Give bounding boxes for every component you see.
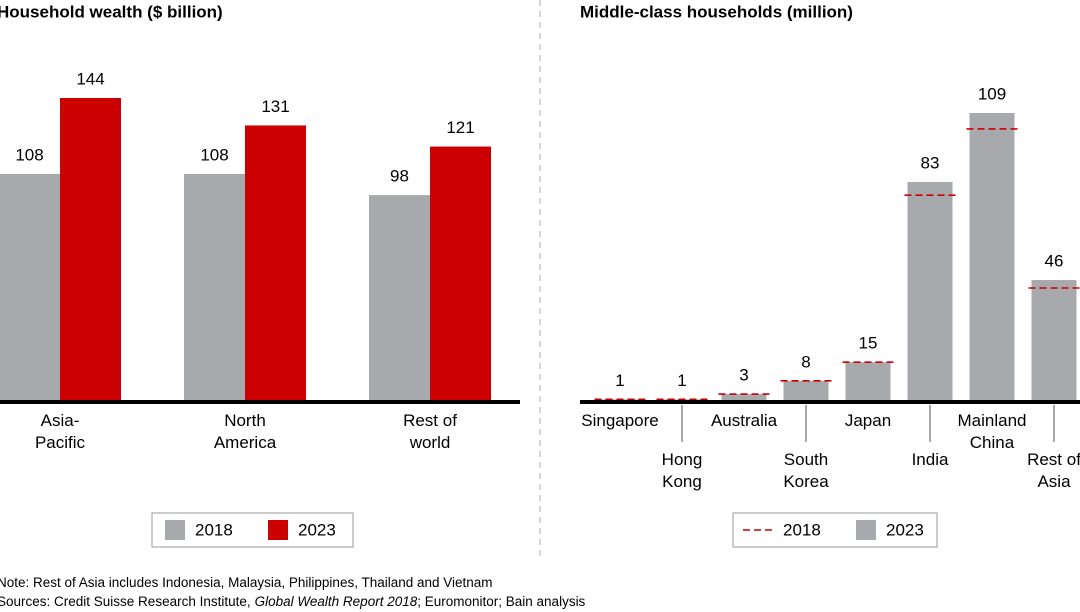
x-tick-label-text: India bbox=[911, 450, 949, 469]
value-label: 46 bbox=[1045, 252, 1064, 271]
sources: Sources: Credit Suisse Research Institut… bbox=[0, 594, 585, 609]
x-tick-label: Asia-Pacific bbox=[28, 410, 92, 454]
bar bbox=[184, 174, 245, 402]
bar bbox=[60, 98, 121, 402]
value-label: 121 bbox=[446, 118, 474, 137]
bar bbox=[721, 394, 767, 402]
legend-swatch bbox=[856, 520, 876, 540]
value-label: 131 bbox=[261, 97, 289, 116]
legend-label: 2023 bbox=[886, 520, 924, 539]
sources-text: ; Euromonitor; Bain analysis bbox=[417, 594, 586, 609]
chart-title: Middle-class households (million) bbox=[580, 2, 853, 21]
bar bbox=[245, 125, 306, 402]
value-label: 83 bbox=[921, 153, 940, 172]
note: Note: Rest of Asia includes Indonesia, M… bbox=[0, 575, 493, 590]
value-label: 109 bbox=[978, 84, 1006, 103]
x-tick-label: North America bbox=[213, 410, 277, 454]
legend-box bbox=[732, 512, 938, 548]
x-tick-label: Japan bbox=[836, 410, 900, 432]
value-label: 98 bbox=[390, 167, 409, 186]
legend-swatch bbox=[268, 520, 288, 540]
x-tick-label-text: Japan bbox=[844, 411, 892, 430]
legend-swatch bbox=[165, 520, 185, 540]
bar bbox=[430, 146, 491, 402]
x-tick-label: Singapore bbox=[581, 410, 659, 432]
sources-text: Sources: Credit Suisse Research Institut… bbox=[0, 594, 251, 609]
bar bbox=[783, 380, 829, 402]
x-tick-label-text: Asia-Pacific bbox=[34, 411, 86, 452]
x-tick-label-text: Rest of world bbox=[403, 411, 457, 452]
x-tick-label: Australia bbox=[710, 410, 778, 432]
legend-label: 2018 bbox=[783, 520, 821, 539]
legend-box bbox=[151, 512, 354, 548]
x-tick-label: Rest of Asia bbox=[1022, 449, 1080, 493]
x-tick-label: Mainland China bbox=[957, 410, 1027, 454]
x-tick-label: South Korea bbox=[774, 449, 838, 493]
value-label: 108 bbox=[200, 145, 228, 164]
value-label: 3 bbox=[739, 366, 748, 385]
bar bbox=[907, 181, 953, 402]
value-label: 8 bbox=[801, 352, 810, 371]
x-tick-label: Rest of world bbox=[398, 410, 462, 454]
value-label: 1 bbox=[615, 371, 624, 390]
bar bbox=[1031, 280, 1077, 402]
legend-label: 2023 bbox=[298, 520, 336, 539]
x-tick-label-text: Singapore bbox=[581, 411, 659, 430]
x-tick-label: India bbox=[898, 449, 962, 471]
chart-title: Household wealth ($ billion) bbox=[0, 2, 223, 21]
x-tick-label-text: Australia bbox=[710, 411, 778, 430]
value-label: 15 bbox=[859, 334, 878, 353]
x-tick-label-text: North America bbox=[213, 411, 277, 452]
x-tick-label-text: Hong Kong bbox=[661, 450, 703, 491]
bar bbox=[845, 362, 891, 402]
bar bbox=[0, 174, 60, 402]
x-tick-label-text: Mainland China bbox=[957, 411, 1027, 452]
bar bbox=[969, 113, 1015, 402]
x-tick-label-text: South Korea bbox=[783, 450, 829, 491]
x-tick-label-text: Rest of Asia bbox=[1027, 450, 1080, 491]
value-label: 1 bbox=[677, 371, 686, 390]
x-tick-label: Hong Kong bbox=[650, 449, 714, 493]
sources-italic: Global Wealth Report 2018 bbox=[254, 594, 418, 609]
bar bbox=[369, 195, 430, 402]
value-label: 144 bbox=[76, 69, 104, 88]
legend-label: 2018 bbox=[195, 520, 233, 539]
value-label: 108 bbox=[15, 145, 43, 164]
